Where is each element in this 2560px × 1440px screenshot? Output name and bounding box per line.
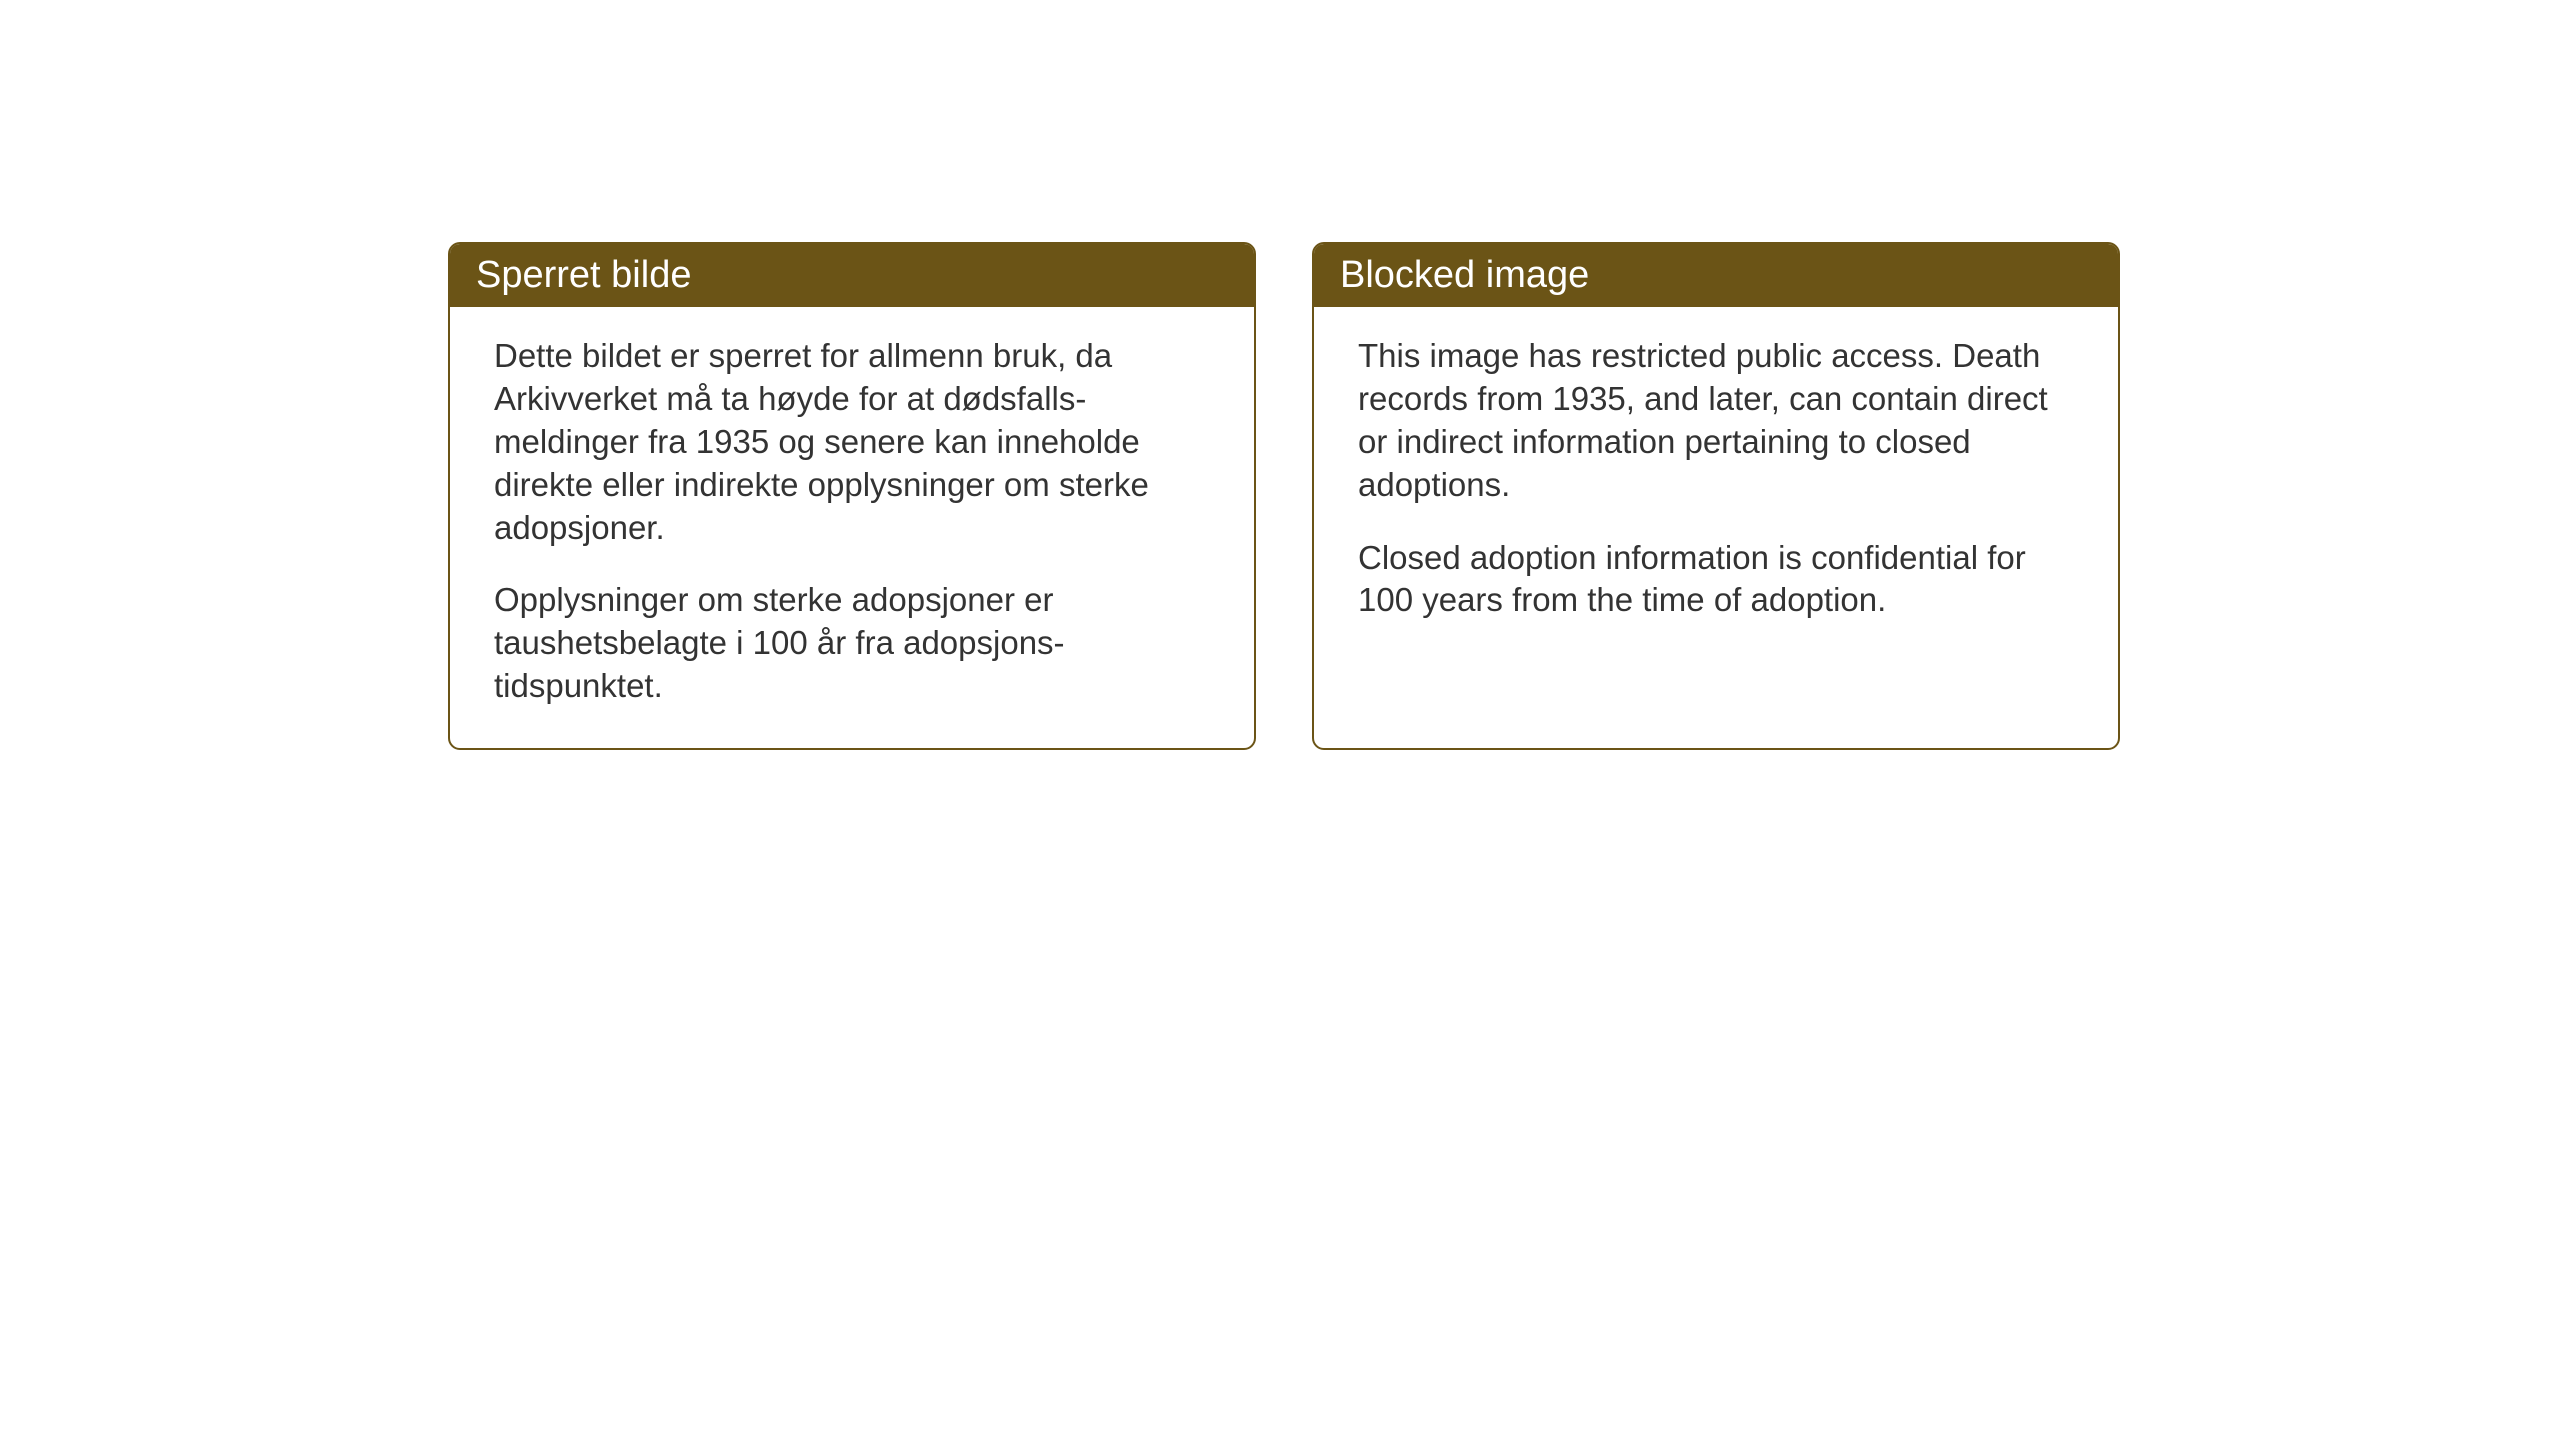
notice-paragraph-1-norwegian: Dette bildet er sperret for allmenn bruk…: [494, 335, 1210, 549]
notice-title-norwegian: Sperret bilde: [476, 254, 691, 296]
notice-title-english: Blocked image: [1340, 254, 1589, 296]
notice-paragraph-2-norwegian: Opplysninger om sterke adopsjoner er tau…: [494, 579, 1210, 708]
notice-header-norwegian: Sperret bilde: [450, 244, 1254, 307]
notice-body-english: This image has restricted public access.…: [1314, 307, 2118, 662]
notice-paragraph-2-english: Closed adoption information is confident…: [1358, 537, 2074, 623]
notice-paragraph-1-english: This image has restricted public access.…: [1358, 335, 2074, 507]
notice-body-norwegian: Dette bildet er sperret for allmenn bruk…: [450, 307, 1254, 748]
notice-box-norwegian: Sperret bilde Dette bildet er sperret fo…: [448, 242, 1256, 750]
notice-header-english: Blocked image: [1314, 244, 2118, 307]
notice-box-english: Blocked image This image has restricted …: [1312, 242, 2120, 750]
notice-container: Sperret bilde Dette bildet er sperret fo…: [448, 242, 2120, 750]
